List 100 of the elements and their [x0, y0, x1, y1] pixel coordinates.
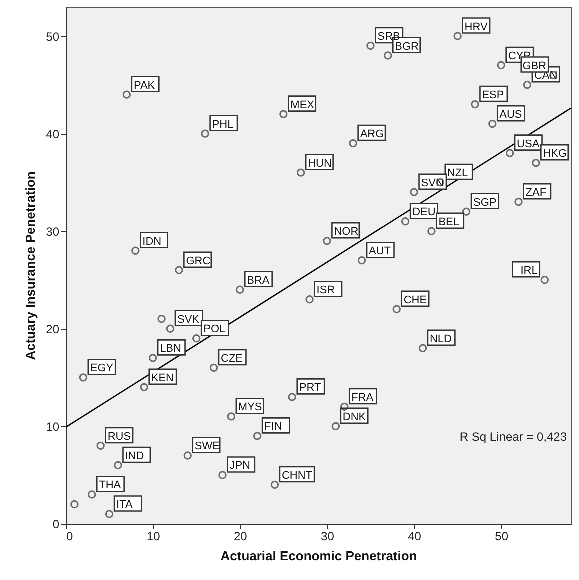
annotation: GBR — [522, 60, 547, 72]
annotation: KEN — [151, 372, 174, 384]
annotation: HKG — [543, 148, 568, 160]
annotation: MEX — [290, 99, 316, 112]
point — [105, 510, 114, 518]
point — [288, 393, 296, 402]
annotation: GRC — [186, 255, 211, 268]
point — [497, 61, 506, 70]
point — [227, 412, 236, 421]
y-tick-label: 30 — [46, 224, 60, 239]
annotation: NOR — [334, 226, 359, 238]
annotation: PAK — [134, 80, 156, 92]
annotation: CHNT — [282, 470, 313, 482]
point — [79, 374, 88, 382]
y-tick-label: 0 — [52, 518, 60, 532]
point — [514, 198, 523, 206]
point — [184, 452, 192, 460]
annotation: SVK — [177, 314, 200, 326]
annotation: CHE — [404, 294, 428, 306]
annotation: ZAF — [526, 187, 547, 200]
point — [114, 461, 122, 470]
point — [428, 227, 436, 236]
annotation: R Sq Linear = 0,423 — [460, 430, 568, 444]
point — [270, 480, 280, 490]
point — [401, 218, 410, 226]
annotation: IRL — [520, 265, 538, 278]
annotation: IND — [125, 450, 144, 462]
x-axis-title: Actuarial Economic Penetration — [220, 548, 418, 564]
point — [140, 383, 148, 392]
annotation: RUS — [108, 430, 132, 443]
annotation: HRV — [464, 21, 488, 34]
annotation: DNK — [342, 411, 367, 424]
point — [253, 432, 262, 440]
point — [158, 315, 166, 324]
point — [340, 402, 349, 412]
point — [175, 266, 184, 274]
annotation: LBN — [160, 343, 182, 356]
x-tick-label: 0 — [66, 530, 74, 544]
annotation: BGR — [395, 40, 420, 53]
point — [384, 52, 392, 60]
point — [488, 120, 497, 128]
point — [323, 237, 332, 246]
point — [366, 42, 375, 50]
point — [410, 188, 418, 196]
point — [280, 110, 288, 118]
point — [358, 256, 366, 265]
point — [392, 305, 401, 314]
point — [132, 246, 140, 255]
annotation: HUN — [308, 158, 332, 170]
point — [122, 90, 132, 99]
x-tick-label: 20 — [234, 530, 248, 544]
point — [96, 442, 105, 450]
annotation: SRB — [378, 31, 400, 44]
annotation: SWE — [194, 440, 220, 453]
point — [471, 100, 480, 109]
annotation: IDN — [142, 236, 162, 248]
annotation: POL — [204, 324, 226, 336]
annotation: ARG — [360, 128, 384, 141]
point — [332, 422, 340, 431]
annotation: BRA — [247, 274, 270, 287]
annotation: AUT — [369, 246, 392, 258]
y-axis-title: Actuary Insurance Penetration — [23, 172, 38, 360]
annotation: FRA — [352, 392, 374, 404]
point — [296, 168, 306, 177]
point — [201, 130, 210, 138]
annotation: USA — [517, 138, 540, 150]
annotation: AUS — [500, 109, 522, 122]
annotation: JPN — [230, 460, 251, 472]
y-tick-label: 50 — [46, 30, 60, 44]
x-tick-label: 10 — [146, 530, 161, 544]
point — [523, 80, 532, 90]
annotation: MYS — [238, 402, 262, 414]
annotation: CZE — [221, 352, 244, 365]
point — [166, 324, 175, 334]
point — [210, 364, 218, 372]
annotation: SGP — [474, 196, 497, 209]
annotation: ITA — [116, 499, 134, 512]
annotation: PRT — [299, 382, 322, 394]
annotation: EGY — [90, 362, 114, 375]
y-tick-label: 10 — [46, 420, 60, 434]
annotation: DEU — [412, 206, 436, 219]
point — [70, 500, 79, 509]
annotation: PHL — [212, 118, 234, 131]
annotation: BEL — [438, 216, 460, 228]
x-tick-label: 50 — [495, 530, 509, 544]
x-tick-label: 30 — [321, 530, 335, 544]
point — [148, 354, 158, 362]
annotation: THA — [99, 480, 122, 492]
annotation: ESP — [482, 90, 504, 102]
point — [236, 286, 244, 294]
point — [454, 32, 462, 40]
y-tick-label: 40 — [46, 127, 60, 142]
point — [218, 471, 227, 480]
point — [540, 276, 549, 284]
point — [88, 490, 96, 499]
point — [349, 139, 358, 148]
point — [462, 208, 471, 216]
point — [506, 149, 514, 158]
y-tick-label: 20 — [46, 322, 60, 336]
annotation: ISR — [316, 284, 336, 297]
